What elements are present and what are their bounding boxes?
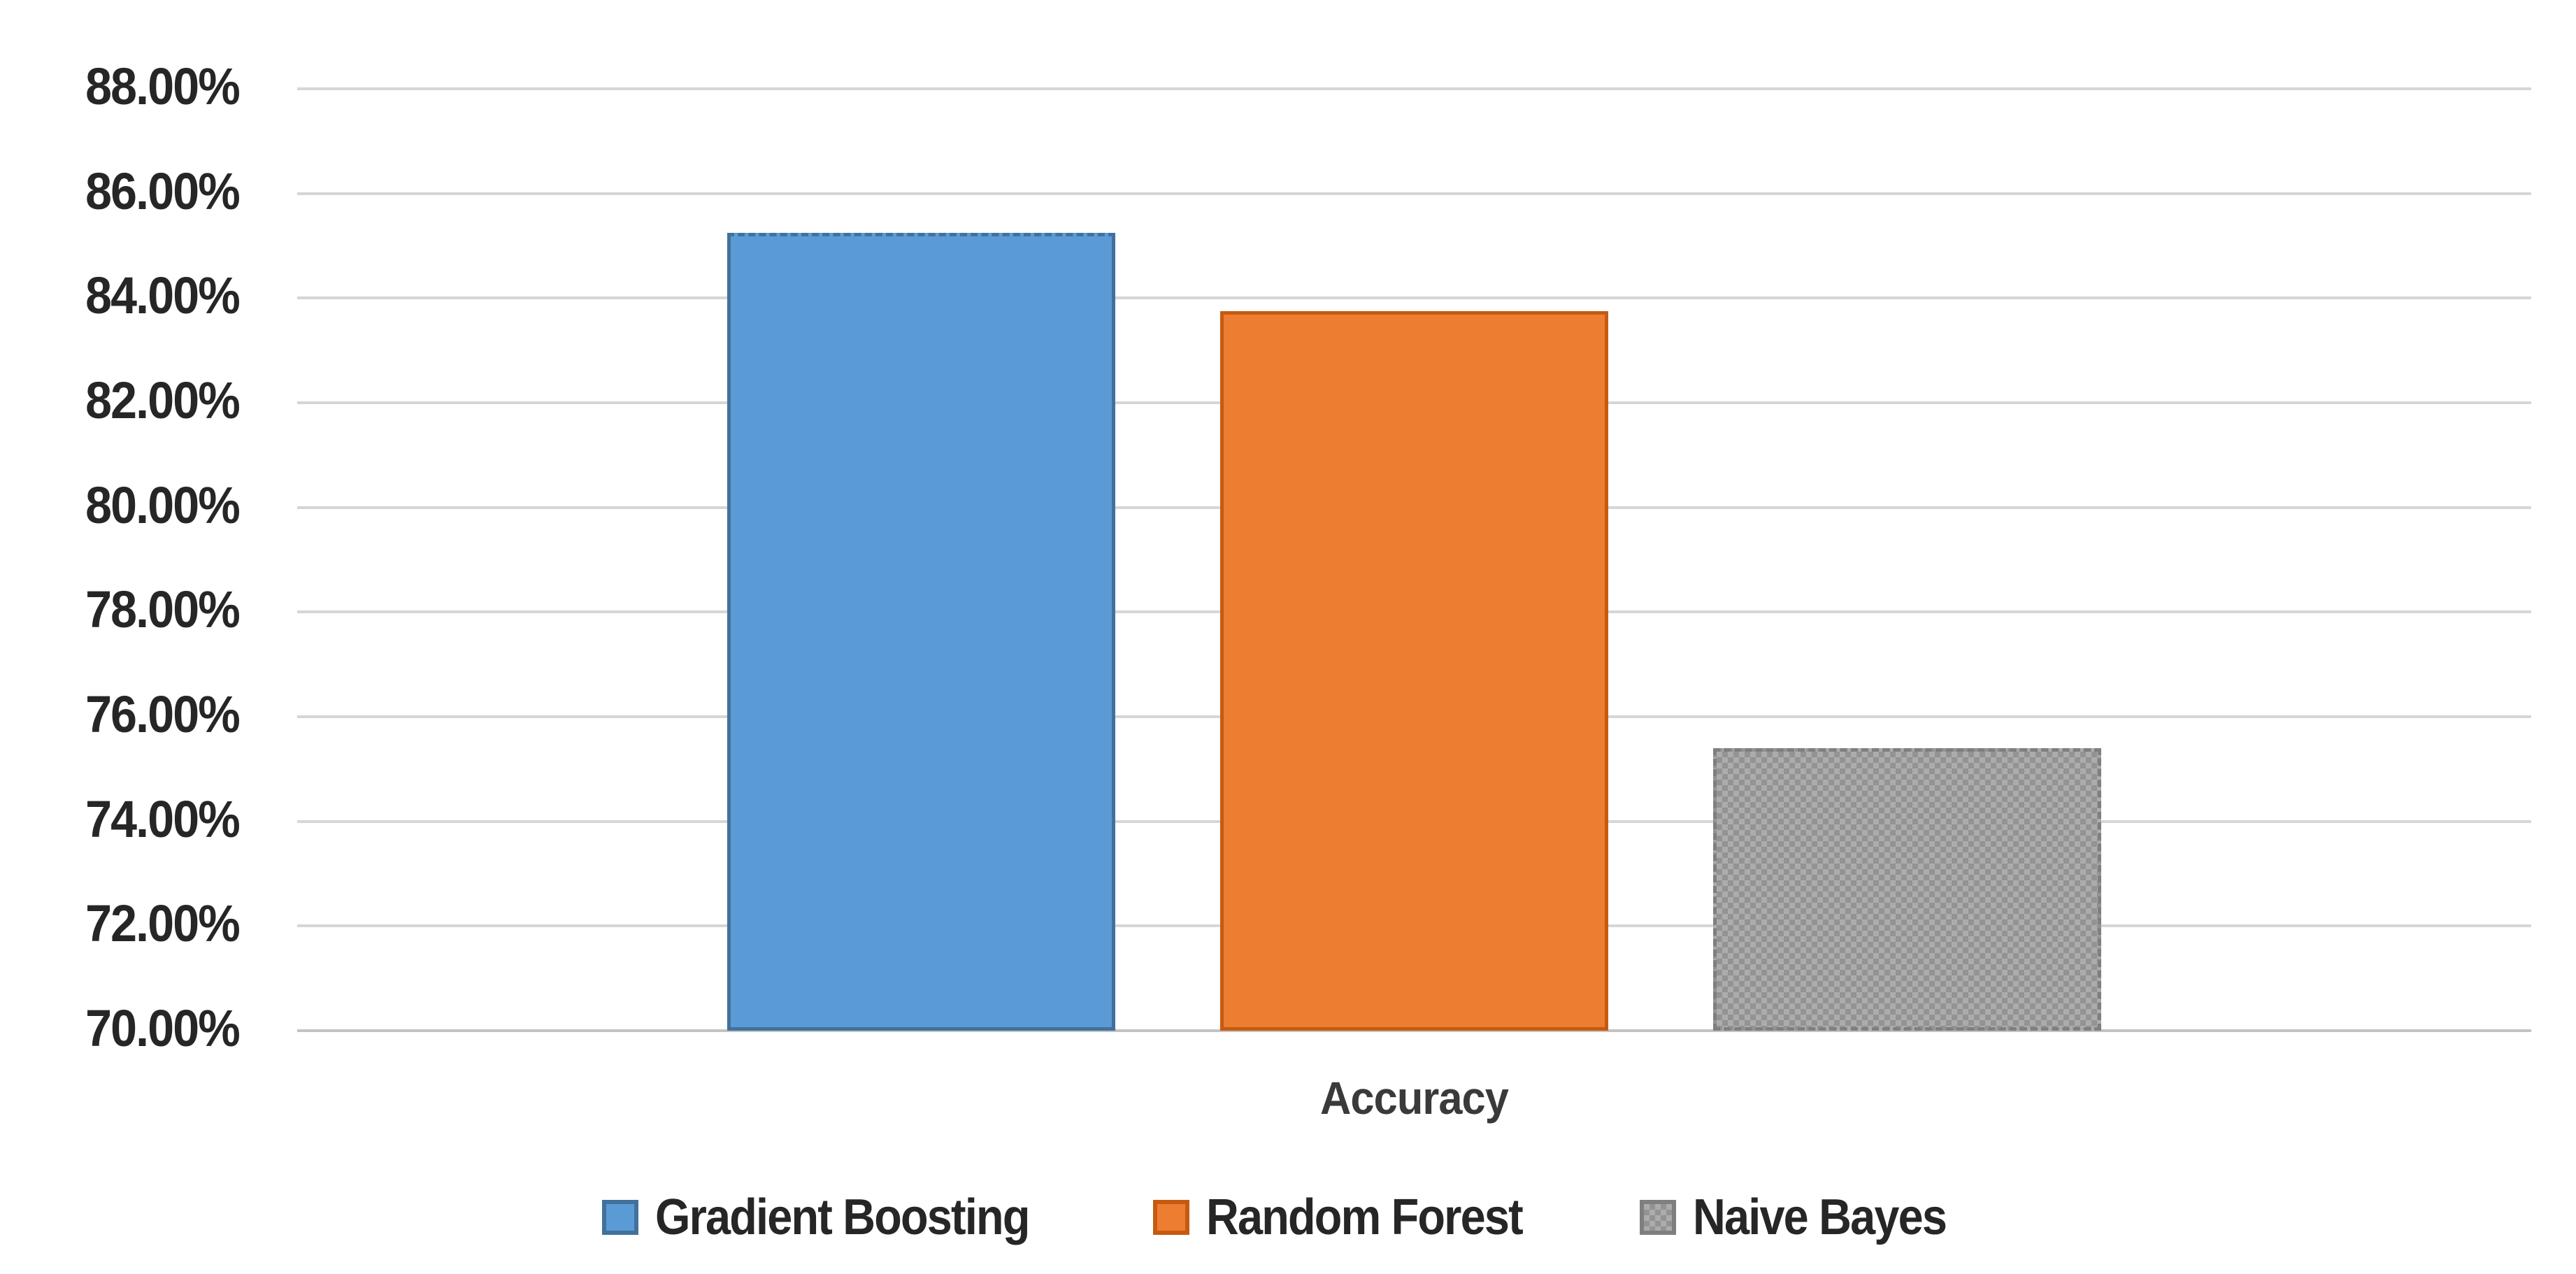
legend-label-gradient-boosting: Gradient Boosting xyxy=(654,1189,1030,1245)
y-axis-tick-label: 80.00% xyxy=(85,475,241,534)
x-axis-line xyxy=(297,1029,2531,1032)
y-axis-tick-label: 82.00% xyxy=(85,371,241,430)
bar-naive-bayes xyxy=(1713,747,2101,1031)
legend: Gradient Boosting Random Forest Naive Baye… xyxy=(0,1189,2576,1246)
legend-item-gradient-boosting: Gradient Boosting xyxy=(601,1189,1071,1246)
y-axis-tick-label: 78.00% xyxy=(85,580,241,639)
legend-item-random-forest: Random Forest xyxy=(1152,1189,1557,1246)
x-axis-label: Accuracy xyxy=(1320,1072,1509,1124)
legend-swatch-gradient-boosting xyxy=(601,1200,638,1235)
y-axis-tick-label: 76.00% xyxy=(85,685,241,744)
gridline xyxy=(297,296,2531,300)
legend-label-naive-bayes: Naive Bayes xyxy=(1692,1189,1947,1245)
legend-item-naive-bayes: Naive Bayes xyxy=(1639,1189,1974,1246)
gridline xyxy=(297,192,2531,195)
legend-swatch-naive-bayes xyxy=(1639,1200,1676,1235)
y-axis-tick-label: 70.00% xyxy=(85,999,241,1058)
legend-swatch-random-forest xyxy=(1152,1200,1189,1235)
y-axis-tick-label: 88.00% xyxy=(85,57,241,116)
legend-label-random-forest: Random Forest xyxy=(1205,1189,1524,1245)
plot-area xyxy=(297,87,2531,1032)
y-axis-tick-label: 72.00% xyxy=(85,894,241,953)
gridline xyxy=(297,87,2531,90)
bar-random-forest xyxy=(1220,311,1608,1031)
y-axis-tick-label: 84.00% xyxy=(85,266,241,325)
y-axis-tick-label: 74.00% xyxy=(85,789,241,848)
bar-gradient-boosting xyxy=(727,232,1115,1031)
y-axis-tick-label: 86.00% xyxy=(85,162,241,220)
